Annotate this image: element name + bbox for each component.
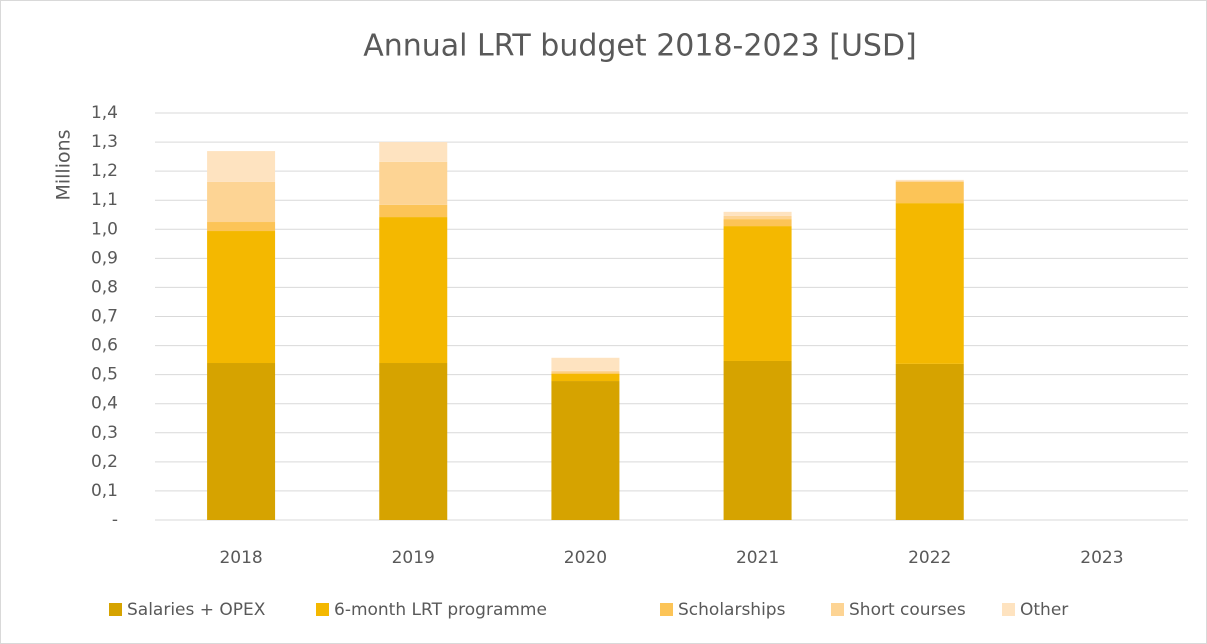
y-tick-label: 0,6 <box>91 336 118 356</box>
legend-label: Salaries + OPEX <box>127 600 266 620</box>
bar-segment <box>551 373 620 382</box>
bar-segment <box>551 370 620 373</box>
y-tick-label: 1,1 <box>91 190 118 210</box>
bar-segment <box>895 363 964 520</box>
y-axis-label: Millions <box>53 129 75 200</box>
y-tick-label: 0,4 <box>91 394 118 414</box>
bar-segment <box>379 217 448 364</box>
bar-segment <box>895 181 964 182</box>
x-tick-label: 2023 <box>1080 548 1123 568</box>
y-tick-label: 1,0 <box>91 219 118 239</box>
y-tick-label: 1,2 <box>91 161 118 181</box>
legend-label: Other <box>1020 600 1068 620</box>
bar-segment <box>723 219 792 227</box>
chart-title: Annual LRT budget 2018-2023 [USD] <box>363 29 917 64</box>
bar-segment <box>723 360 792 520</box>
y-tick-label: - <box>112 510 118 530</box>
legend-swatch <box>1002 603 1015 616</box>
bar-segment <box>551 381 620 520</box>
bar-segment <box>723 211 792 216</box>
legend-label: 6-month LRT programme <box>334 600 547 620</box>
bar-segment <box>207 363 276 520</box>
bar-segment <box>207 231 276 364</box>
legend-swatch <box>831 603 844 616</box>
x-tick-label: 2021 <box>736 548 779 568</box>
bar-segment <box>551 372 620 374</box>
y-tick-label: 1,4 <box>91 103 118 123</box>
y-tick-label: 0,9 <box>91 248 118 268</box>
y-tick-label: 1,3 <box>91 132 118 152</box>
y-tick-label: 0,1 <box>91 481 118 501</box>
bar-segment <box>895 181 964 204</box>
y-tick-label: 0,3 <box>91 423 118 443</box>
legend-label: Short courses <box>849 600 966 620</box>
x-tick-label: 2022 <box>908 548 951 568</box>
bar-segment <box>379 363 448 520</box>
y-tick-label: 0,5 <box>91 365 118 385</box>
legend-label: Scholarships <box>678 600 786 620</box>
bar-segment <box>895 179 964 182</box>
bar-segment <box>207 181 276 223</box>
bar-segment <box>207 222 276 232</box>
y-tick-label: 0,7 <box>91 307 118 327</box>
y-tick-label: 0,8 <box>91 277 118 297</box>
legend-swatch <box>109 603 122 616</box>
bar-segment <box>551 357 620 371</box>
bar-segment <box>207 151 276 182</box>
bar-segment <box>723 226 792 361</box>
x-tick-label: 2019 <box>392 548 435 568</box>
x-tick-label: 2018 <box>219 548 262 568</box>
bar-segment <box>723 215 792 220</box>
bar-segment <box>379 161 448 205</box>
bar-segment <box>895 203 964 364</box>
legend-swatch <box>660 603 673 616</box>
bar-segment <box>379 204 448 218</box>
legend-swatch <box>316 603 329 616</box>
x-tick-label: 2020 <box>564 548 607 568</box>
y-tick-label: 0,2 <box>91 452 118 472</box>
bar-segment <box>379 142 448 162</box>
